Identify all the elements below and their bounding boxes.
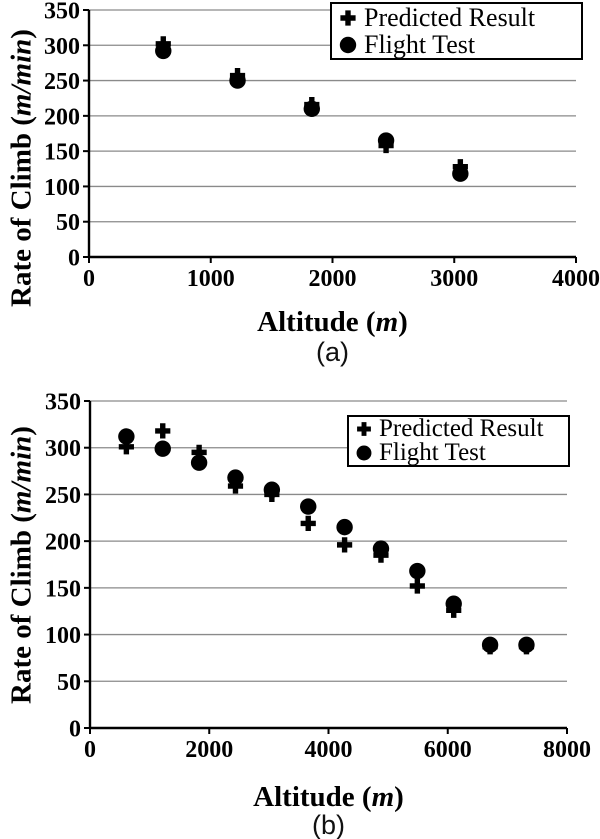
y-tick-label: 300 [44, 34, 80, 60]
chart-b: 0 50 100 150 200 250 300 350 0 2000 4000 6000 8000 R… [0, 380, 600, 839]
y-tick-label: 350 [44, 0, 80, 25]
y-tick-label: 200 [45, 530, 81, 556]
data-point-plus [300, 515, 316, 531]
data-point-circle [154, 440, 171, 457]
chart-a-legend-item-predicted: Predicted Result [336, 2, 577, 32]
chart-a: 0 50 100 150 200 250 300 350 0 1000 2000 3000 4000 R… [0, 0, 600, 375]
y-tick-label: 0 [69, 717, 81, 743]
x-tick-label: 6000 [424, 737, 472, 763]
data-point-circle [481, 636, 499, 654]
data-point-circle [229, 72, 246, 89]
y-tick-label: 50 [57, 670, 81, 696]
chart-b-plot-area: 0 50 100 150 200 250 300 350 0 2000 4000 6000 8000 [45, 390, 591, 764]
y-tick-label: 250 [44, 69, 80, 95]
chart-b-y-axis-title: Rate of Climb (m/min) [5, 426, 38, 704]
y-tick-label: 350 [45, 390, 81, 416]
x-tick-label: 8000 [543, 737, 591, 763]
legend-label: Flight Test [379, 439, 486, 466]
y-tick-label: 150 [45, 576, 81, 602]
data-point-circle [263, 481, 281, 498]
data-point-plus [118, 439, 134, 455]
circle-marker-icon [339, 36, 357, 53]
y-tick-label: 100 [44, 175, 80, 201]
chart-a-x-axis-title: Altitude (m) [257, 306, 408, 338]
data-point-circle [227, 469, 244, 486]
data-point-circle [452, 165, 469, 182]
data-point-circle [518, 636, 535, 654]
y-tick-label: 50 [56, 210, 80, 236]
y-tick-label: 100 [45, 623, 81, 649]
y-tick-label: 250 [45, 483, 81, 509]
plus-marker-icon [340, 9, 356, 26]
data-point-plus [191, 444, 207, 460]
x-tick-label: 3000 [430, 266, 478, 292]
data-point-circle [303, 100, 321, 118]
chart-b-caption: (b) [312, 810, 345, 839]
x-tick-label: 0 [83, 266, 95, 292]
y-tick-label: 200 [44, 104, 80, 130]
data-point-circle [118, 428, 135, 445]
x-tick-label: 0 [84, 737, 96, 763]
chart-b-legend-item-predicted: Predicted Result [353, 415, 564, 442]
legend-label: Flight Test [364, 29, 476, 59]
y-tick-label: 300 [45, 436, 81, 462]
x-tick-label: 1000 [187, 266, 235, 292]
data-point-circle [372, 540, 390, 557]
chart-a-legend: Predicted Result Flight Test [330, 2, 583, 60]
y-tick-label: 0 [68, 246, 80, 272]
x-tick-label: 2000 [185, 737, 233, 763]
y-tick-label: 150 [44, 140, 80, 166]
chart-b-legend: Predicted Result Flight Test [347, 415, 570, 467]
chart-a-caption: (a) [316, 337, 349, 367]
data-point-circle [445, 595, 462, 612]
data-point-plus [409, 578, 425, 594]
x-tick-label: 2000 [309, 266, 357, 292]
circle-marker-icon [356, 445, 372, 461]
data-point-plus [336, 537, 353, 553]
chart-a-y-axis-title: Rate of Climb (m/min) [5, 29, 38, 307]
data-point-plus [227, 478, 244, 494]
chart-b-x-axis-title: Altitude (m) [253, 781, 404, 813]
data-point-circle [336, 518, 353, 536]
data-point-circle [377, 132, 395, 149]
x-tick-label: 4000 [552, 266, 600, 292]
data-point-circle [155, 42, 172, 60]
chart-a-plot-area: 0 50 100 150 200 250 300 350 0 1000 2000 3000 4000 [44, 0, 600, 292]
plus-marker-icon [357, 422, 371, 436]
data-point-plus [155, 423, 171, 439]
data-point-circle [409, 562, 426, 580]
chart-a-legend-item-flight-test: Flight Test [336, 29, 577, 59]
data-point-circle [190, 454, 208, 471]
chart-b-legend-item-flight-test: Flight Test [353, 439, 564, 466]
x-tick-label: 4000 [305, 737, 353, 763]
legend-label: Predicted Result [379, 415, 544, 442]
legend-label: Predicted Result [364, 2, 536, 32]
data-point-circle [300, 498, 317, 515]
